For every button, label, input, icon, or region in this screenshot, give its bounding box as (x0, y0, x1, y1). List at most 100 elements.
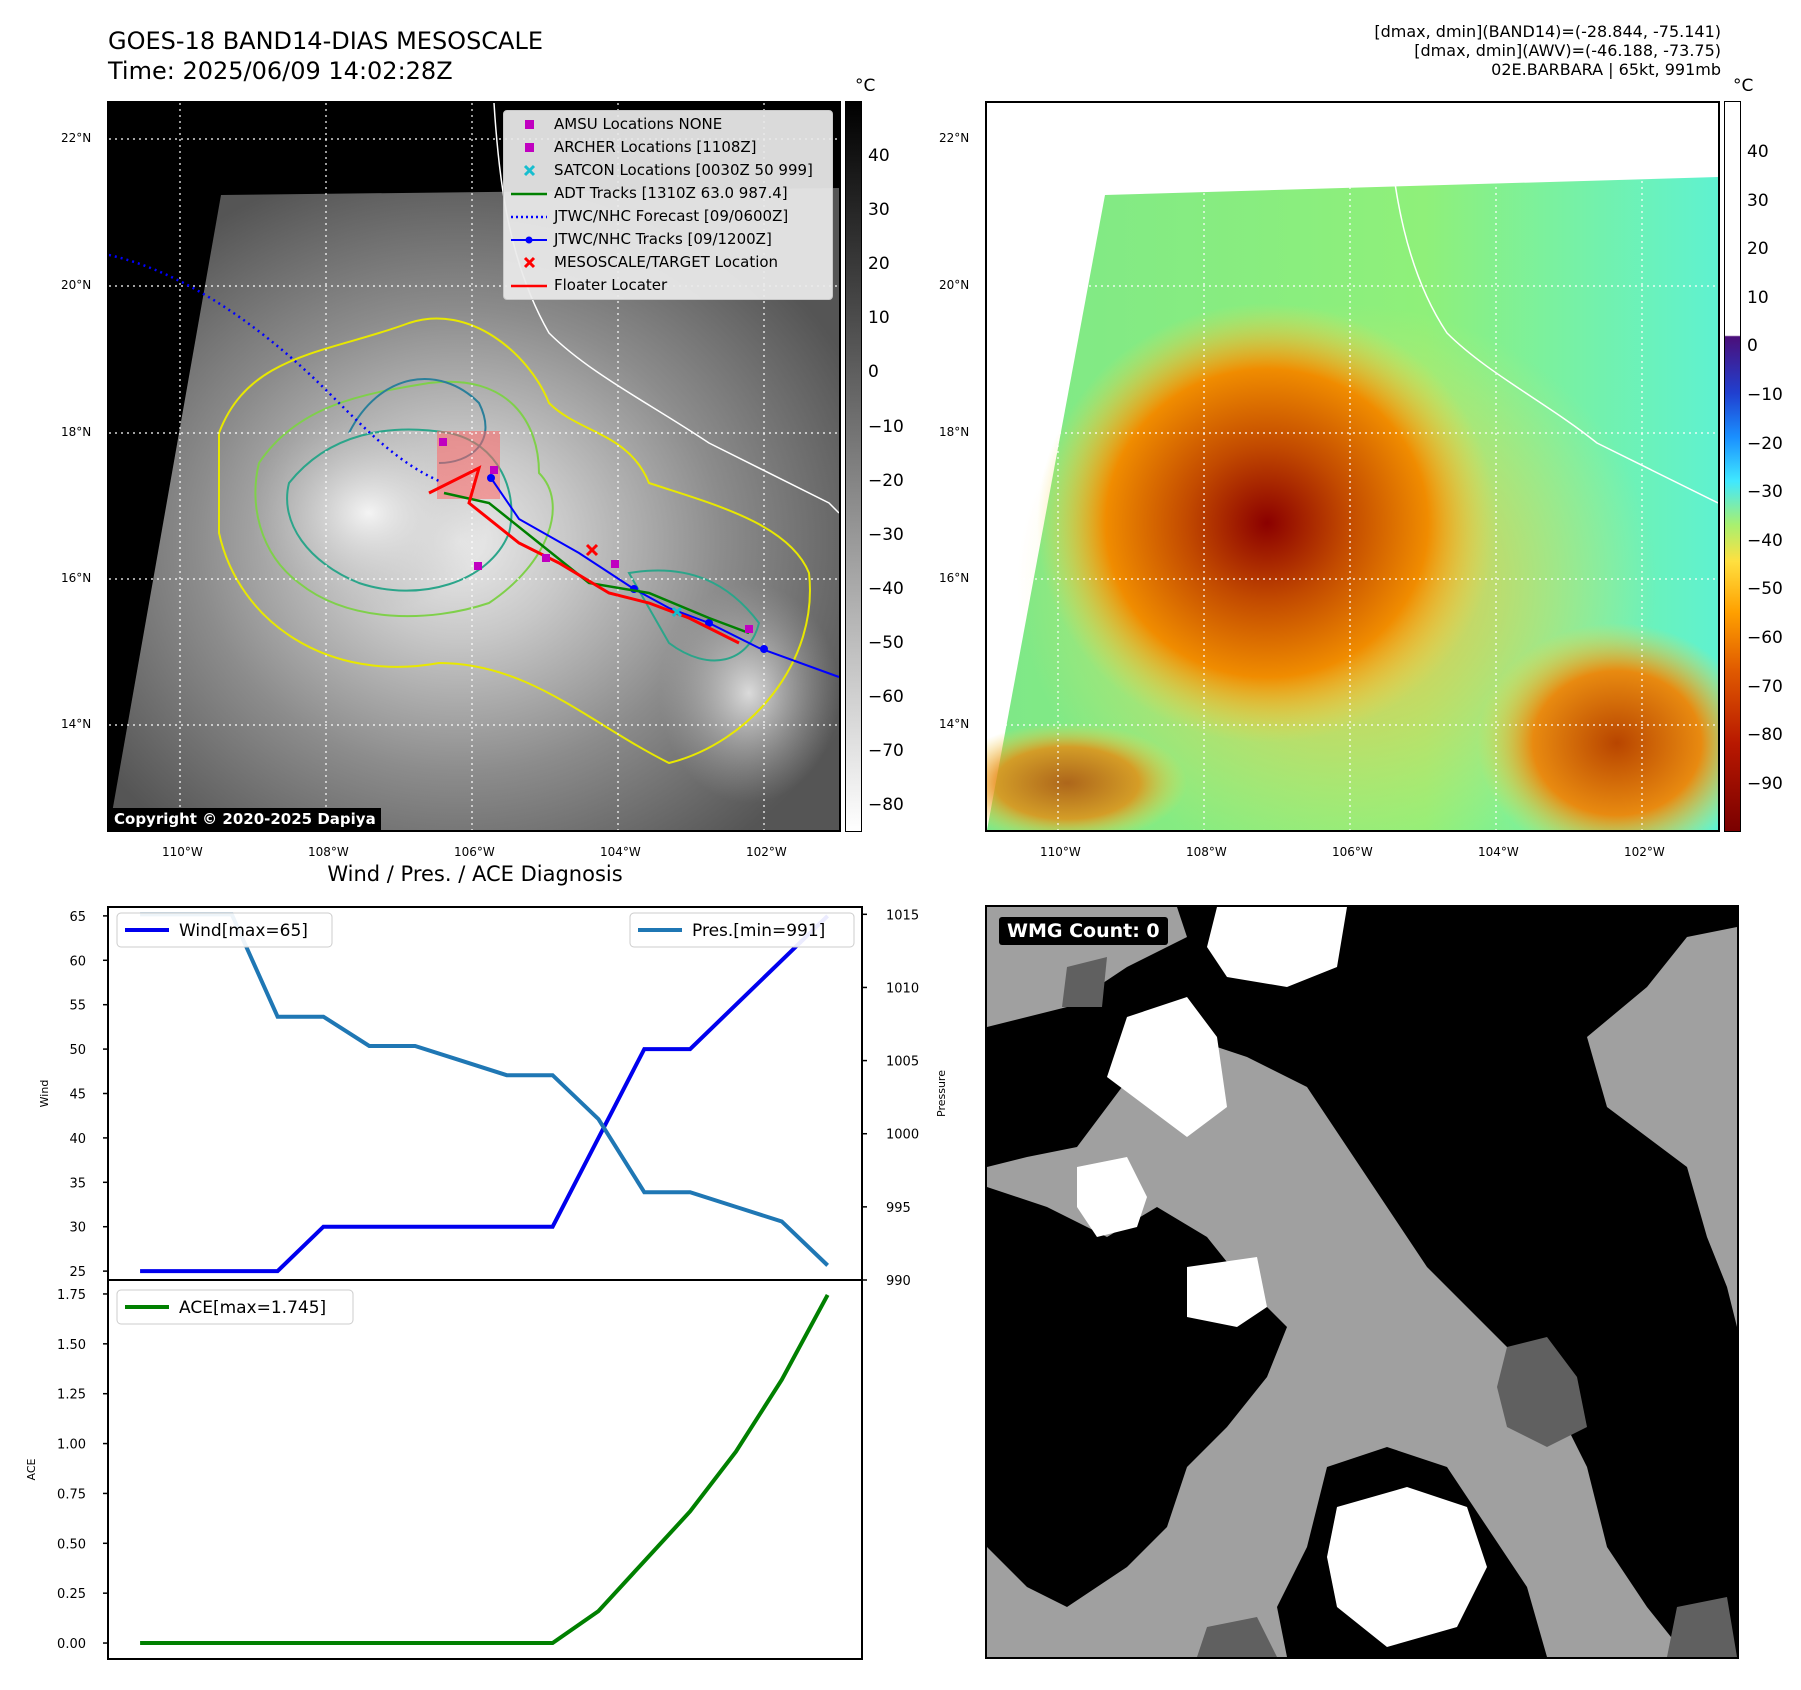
ace-axis-label: ACE (25, 1458, 38, 1480)
ace-legend-label: ACE[max=1.745] (179, 1298, 326, 1318)
colorbar-tick-label: −60 (868, 687, 904, 707)
info-line-2: [dmax, dmin](AWV)=(-46.188, -73.75) (1414, 41, 1721, 60)
colorbar-tick-label: −70 (868, 741, 904, 762)
wind-ytick-label: 40 (69, 1132, 86, 1147)
color-colorbar (1724, 101, 1741, 832)
ace-ytick-label: 0.50 (57, 1537, 86, 1552)
colorbar-tick-label: 30 (868, 200, 890, 221)
legend-label: AMSU Locations NONE (554, 115, 723, 133)
wind-ytick-label: 55 (69, 999, 86, 1014)
colorbar-tick-label: −10 (1747, 385, 1783, 405)
colorbar-tick-label: 10 (1747, 287, 1769, 308)
colorbar-tick-label: 20 (1747, 239, 1769, 260)
target-box (437, 431, 500, 499)
legend-entry: ARCHER Locations [1108Z] (504, 136, 832, 159)
wv-gridlines (987, 103, 1718, 830)
lon-tick-label: 110°W (162, 845, 203, 859)
pressure-ytick-label: 1005 (886, 1055, 919, 1070)
colorbar-tick-label: 10 (868, 308, 890, 329)
chart-title: Wind / Pres. / ACE Diagnosis (327, 862, 623, 886)
ace-ytick-label: 0.75 (57, 1487, 86, 1502)
colorbar-tick-label: −60 (1747, 628, 1783, 648)
lon-tick-label: 102°W (746, 845, 787, 859)
wmg-count-label: WMG Count: 0 (999, 917, 1168, 945)
wind-ytick-label: 50 (69, 1043, 86, 1058)
legend-marker (525, 143, 534, 152)
map-legend: AMSU Locations NONE ARCHER Locations [110… (503, 110, 833, 300)
colorbar-tick-label: −10 (868, 416, 904, 437)
pressure-legend (629, 912, 855, 948)
ace-ytick-label: 0.00 (57, 1637, 86, 1652)
ace-legend (116, 1289, 354, 1325)
legend-entry: JTWC/NHC Forecast [09/0600Z] (504, 205, 832, 228)
wind-ytick-label: 65 (69, 910, 86, 925)
color-colorbar-unit: °C (1733, 76, 1754, 96)
legend-marker (511, 215, 547, 219)
colorbar-tick-label: −80 (868, 795, 904, 816)
adt-track (443, 491, 750, 635)
pressure-ytick-label: 1000 (886, 1128, 919, 1143)
ace-series-line (140, 1294, 830, 1646)
colorbar-tick-label: −50 (1747, 579, 1783, 600)
colorbar-tick-label: 40 (1747, 142, 1769, 162)
lon-tick-label: 108°W (308, 845, 349, 859)
colorbar-tick-label: −50 (868, 632, 904, 653)
lon-tick-label: 104°W (600, 845, 641, 859)
lat-tick-label: 14°N (61, 717, 92, 731)
legend-marker (511, 192, 547, 196)
target-marker (585, 543, 599, 557)
image-title: GOES-18 BAND14-DIAS MESOSCALE Time: 2025… (108, 26, 543, 86)
wind-ytick-label: 25 (69, 1265, 86, 1280)
copyright-label: Copyright © 2020-2025 Dapiya (109, 808, 381, 830)
info-line-1: [dmax, dmin](BAND14)=(-28.844, -75.141) (1374, 22, 1721, 41)
pressure-ytick-label: 1015 (886, 908, 919, 923)
wind-pressure-axes (107, 906, 863, 1281)
pressure-ytick-label: 990 (886, 1274, 911, 1289)
legend-label: Floater Locater (554, 276, 668, 294)
legend-label: ARCHER Locations [1108Z] (554, 138, 757, 156)
colorbar-tick-label: −70 (1747, 676, 1783, 697)
floater-track (428, 465, 740, 645)
ace-ytick-label: 1.75 (57, 1288, 86, 1303)
lon-tick-label: 106°W (1332, 845, 1373, 859)
colorbar-tick-label: −40 (868, 578, 904, 599)
pressure-axis-label: Pressure (935, 1070, 948, 1117)
lat-tick-label: 22°N (61, 131, 92, 145)
pressure-legend-label: Pres.[min=991] (692, 921, 825, 941)
wind-series-line (140, 914, 830, 1274)
legend-marker (511, 236, 547, 244)
wind-legend (116, 912, 333, 948)
wmg-canvas (987, 907, 1737, 1657)
lat-tick-label: 18°N (939, 425, 970, 439)
wind-ytick-label: 60 (69, 954, 86, 969)
legend-label: JTWC/NHC Forecast [09/0600Z] (554, 207, 789, 225)
legend-marker (523, 164, 536, 177)
colorbar-tick-label: 20 (868, 254, 890, 275)
lon-tick-label: 108°W (1186, 845, 1227, 859)
pressure-ytick-label: 995 (886, 1201, 911, 1216)
legend-entry: ADT Tracks [1310Z 63.0 987.4] (504, 182, 832, 205)
legend-label: JTWC/NHC Tracks [09/1200Z] (554, 230, 772, 248)
wv-map-canvas (987, 103, 1718, 830)
grayscale-colorbar (845, 101, 862, 832)
legend-label: ADT Tracks [1310Z 63.0 987.4] (554, 184, 788, 202)
lat-tick-label: 20°N (61, 278, 92, 292)
legend-marker (525, 120, 534, 129)
ir-map-canvas (109, 103, 839, 830)
colorbar-tick-label: −40 (1747, 530, 1783, 551)
forecast-track (109, 253, 440, 483)
ace-ytick-label: 1.50 (57, 1338, 86, 1353)
wmg-white-cells (1077, 907, 1487, 1647)
legend-label: MESOSCALE/TARGET Location (554, 253, 779, 271)
intensity-info: [dmax, dmin](BAND14)=(-28.844, -75.141) … (1374, 22, 1721, 79)
colorbar-tick-label: −20 (1747, 433, 1783, 454)
lat-tick-label: 18°N (61, 425, 92, 439)
lat-tick-label: 14°N (939, 717, 970, 731)
colorbar-tick-label: −30 (868, 524, 904, 545)
colorbar-tick-label: −90 (1747, 773, 1783, 794)
wind-ytick-label: 45 (69, 1088, 86, 1103)
title-line-2: Time: 2025/06/09 14:02:28Z (108, 57, 453, 85)
ace-ytick-label: 0.25 (57, 1587, 86, 1602)
legend-entry: MESOSCALE/TARGET Location (504, 251, 832, 274)
colorbar-tick-label: −80 (1747, 725, 1783, 746)
